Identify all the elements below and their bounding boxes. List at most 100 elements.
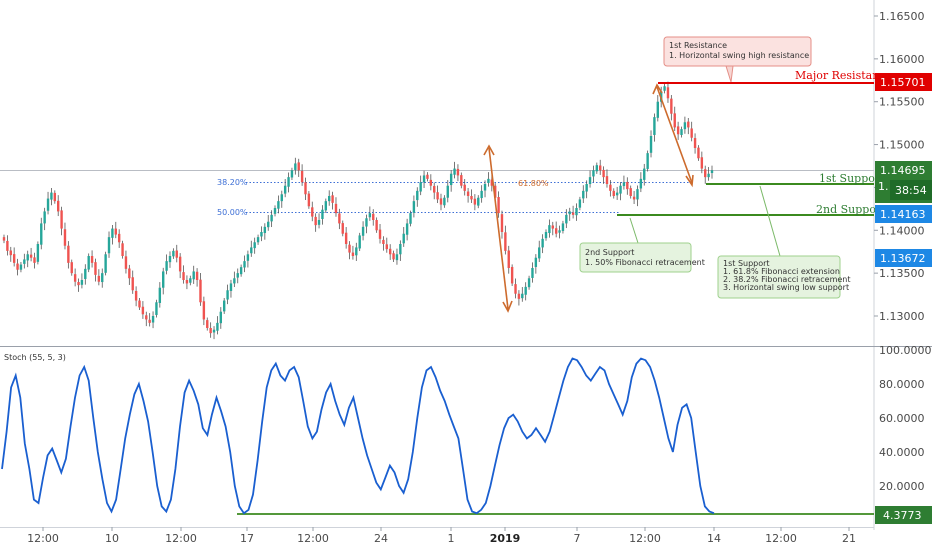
candle-body [60, 210, 63, 229]
candle-body [233, 278, 236, 284]
candle-body [409, 213, 412, 224]
candle-body [287, 177, 290, 187]
candle-body [121, 243, 124, 256]
candle-body [599, 165, 602, 171]
price-tick-label: 1.13000 [879, 310, 925, 323]
candle-body [707, 173, 710, 178]
candle-body [378, 229, 382, 239]
second-support-note-box [579, 242, 692, 273]
candle-body [311, 207, 314, 217]
candle-body [568, 211, 571, 215]
second-support-price: 1.14163 [880, 208, 926, 221]
candle-body [40, 223, 43, 245]
candle-body [263, 226, 267, 234]
candle-body [372, 213, 375, 220]
candle-body [643, 168, 646, 180]
first-support-note-line-1: 1st Support [723, 259, 770, 268]
candle-body [439, 198, 443, 205]
candle-body [466, 191, 470, 196]
resistance-note-line-1: 1st Resistance [669, 41, 727, 50]
candle-body [250, 247, 253, 254]
candle-body [43, 211, 46, 224]
candle-body [195, 271, 199, 280]
candle-body [687, 121, 690, 128]
first-support-note-line-4: 3. Horizontal swing low support [723, 283, 849, 292]
time-tick-label: 17 [240, 532, 254, 545]
candle-body [239, 267, 243, 275]
candle-body [226, 290, 229, 300]
candle-body [97, 275, 101, 282]
candle-body [361, 226, 365, 236]
candle-body [365, 218, 368, 227]
candle-body [168, 256, 172, 263]
stoch-tick-label: 80.0000 [879, 378, 925, 391]
candle-body [639, 178, 643, 189]
extension-arrow [656, 86, 693, 184]
first-support-price-tag[interactable]: 1. 38:54 [875, 177, 932, 203]
second-support-price-tag[interactable]: 1.14163 [875, 205, 932, 223]
candle-body [50, 192, 53, 200]
candle-body [700, 157, 704, 169]
candle-body [178, 256, 182, 272]
resistance-note-line-2: 1. Horizontal swing high resistance [669, 51, 809, 60]
second-support-note[interactable]: 2nd Support 1. 50% Fibonacci retracement [579, 242, 705, 273]
second-support-badge [875, 205, 932, 223]
candle-body [622, 182, 626, 187]
lower-price-badge [875, 249, 932, 267]
candle-body [182, 272, 185, 280]
candle-body [412, 201, 416, 213]
candle-body [256, 237, 260, 243]
candle-body [331, 195, 334, 203]
candle-body [578, 199, 582, 208]
price-tick-label: 1.15500 [879, 96, 925, 109]
time-axis: 12:00 10 12:00 17 12:00 24 1 2019 7 12:00 14 12:00 2… [27, 527, 856, 545]
down-swing-arrow-top-head [483, 144, 495, 156]
lower-price: 1.13672 [880, 252, 926, 265]
candle-body [185, 280, 189, 284]
candle-body [676, 126, 680, 135]
time-tick-label: 12:00 [27, 532, 59, 545]
candle-body [493, 185, 497, 198]
lower-price-tag[interactable]: 1.13672 [875, 249, 932, 267]
time-tick-label: 21 [842, 532, 856, 545]
candle-body [388, 248, 392, 255]
candle-body [399, 244, 402, 255]
candle-body [36, 244, 40, 262]
candle-body [297, 162, 300, 171]
candle-body [290, 170, 294, 178]
candle-body [670, 98, 673, 114]
candle-body [368, 213, 372, 218]
candle-body [328, 196, 331, 202]
resistance-note[interactable]: 1st Resistance 1. Horizontal swing high … [663, 36, 812, 67]
major-resistance-price: 1.15701 [880, 76, 926, 89]
first-support-note[interactable]: 1st Support 1. 61.8% Fibonacci extension… [717, 255, 851, 299]
candle-body [382, 239, 385, 244]
candle-body [341, 223, 344, 234]
major-resistance-price-tag[interactable]: 1.15701 [875, 73, 932, 91]
candle-body [216, 322, 219, 331]
candle-body [632, 196, 636, 200]
candle-body [57, 200, 60, 212]
candle-body [192, 271, 195, 280]
candle-body [392, 253, 395, 260]
stoch-panel[interactable] [0, 347, 874, 525]
candle-body [128, 268, 131, 279]
candle-body [77, 282, 80, 286]
current-price-tag[interactable]: 1.14695 [875, 161, 932, 179]
stoch-tick-label: 40.0000 [879, 446, 925, 459]
candle-body [405, 223, 409, 235]
stoch-value-tag[interactable]: 4.3773 [875, 506, 932, 524]
candle-body [348, 244, 351, 253]
candle-body [6, 240, 9, 251]
candle-body [551, 225, 554, 229]
candle-body [321, 209, 324, 219]
fib-618-label: 61.80% [518, 179, 549, 188]
extension-arrow-top-head [652, 83, 663, 95]
down-swing-arrow [488, 147, 509, 310]
time-tick-label: 12:00 [765, 532, 797, 545]
candle-body [324, 201, 328, 211]
candle-body [206, 320, 209, 328]
candle-body [9, 250, 12, 256]
candle-body [16, 263, 19, 270]
